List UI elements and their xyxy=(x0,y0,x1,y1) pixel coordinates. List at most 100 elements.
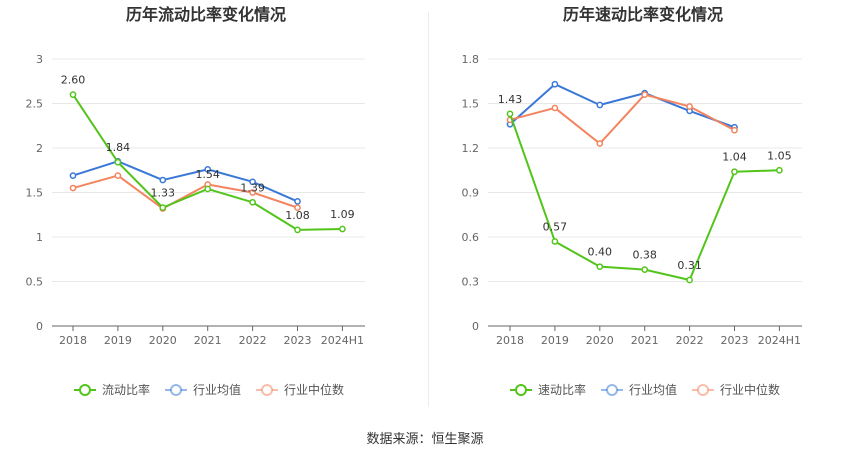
y-tick-label: 1 xyxy=(36,231,43,244)
data-point xyxy=(686,103,693,110)
data-label: 1.08 xyxy=(285,209,310,222)
y-tick-label: 0.3 xyxy=(462,276,480,289)
series-line-2 xyxy=(72,160,298,203)
legend-item-2: 行业均值 xyxy=(165,382,241,397)
legend-marker xyxy=(79,384,91,396)
data-label: 0.38 xyxy=(632,249,657,262)
y-tick-label: 0.5 xyxy=(26,276,44,289)
x-tick-label: 2021 xyxy=(194,334,222,347)
data-point xyxy=(204,166,212,173)
y-tick-label: 1.2 xyxy=(462,142,480,155)
x-tick-label: 2020 xyxy=(149,334,177,347)
data-point xyxy=(641,266,649,273)
legend-label: 行业中位数 xyxy=(284,382,344,397)
data-point xyxy=(596,140,604,147)
legend-item-3: 行业中位数 xyxy=(692,382,780,397)
data-label: 0.57 xyxy=(543,220,568,233)
data-point xyxy=(551,238,559,245)
legend-label: 行业中位数 xyxy=(720,382,780,397)
data-point xyxy=(551,104,559,112)
x-tick-label: 2023 xyxy=(284,334,312,347)
x-tick-label: 2019 xyxy=(104,334,132,347)
data-label: 0.40 xyxy=(588,246,613,259)
data-point xyxy=(731,126,738,134)
chart-title: 历年速动比率变化情况 xyxy=(563,5,723,24)
data-label: 1.33 xyxy=(151,187,176,200)
data-point xyxy=(686,276,693,284)
data-point xyxy=(249,198,256,206)
data-label: 1.84 xyxy=(106,141,131,154)
chart-panel-1: 历年流动比率变化情况 0 0.5 1 1.5 2 2.5 3 2018 2019 2020 2021 2… xyxy=(26,5,365,397)
x-tick-label: 2024H1 xyxy=(321,334,364,347)
data-point xyxy=(294,204,301,211)
data-point xyxy=(776,166,783,174)
legend-label: 流动比率 xyxy=(102,382,150,397)
series-line-2 xyxy=(509,83,735,129)
x-tick-label: 2020 xyxy=(586,334,614,347)
data-point xyxy=(204,185,212,193)
y-tick-label: 2.5 xyxy=(26,98,44,111)
x-tick-label: 2023 xyxy=(721,334,749,347)
data-label: 1.54 xyxy=(195,168,220,181)
data-label: 1.04 xyxy=(722,151,747,164)
x-tick-label: 2021 xyxy=(631,334,659,347)
legend-marker xyxy=(697,384,709,396)
y-tick-label: 0.9 xyxy=(462,187,480,200)
data-point xyxy=(551,80,559,88)
y-tick-label: 1.8 xyxy=(462,53,480,66)
data-point xyxy=(114,172,122,179)
legend-label: 行业均值 xyxy=(193,382,241,397)
data-label: 0.31 xyxy=(677,259,702,272)
legend-marker xyxy=(606,384,618,396)
x-tick-label: 2024H1 xyxy=(758,334,801,347)
series-line-3 xyxy=(509,93,735,145)
data-point xyxy=(114,158,122,166)
data-point xyxy=(731,168,738,176)
data-label: 1.05 xyxy=(767,149,792,162)
data-label: 1.43 xyxy=(498,93,523,106)
legend-marker xyxy=(515,384,527,396)
legend-item-3: 行业中位数 xyxy=(256,382,344,397)
legend-item-1: 速动比率 xyxy=(510,382,586,397)
series-line-3 xyxy=(72,174,298,210)
legend-label: 速动比率 xyxy=(538,382,586,397)
y-tick-label: 1.5 xyxy=(462,98,480,111)
legend-item-1: 流动比率 xyxy=(74,382,150,397)
data-label: 2.60 xyxy=(61,74,86,87)
data-source-note: 数据来源：恒生聚源 xyxy=(366,432,484,447)
x-tick-label: 2022 xyxy=(676,334,704,347)
data-point xyxy=(159,204,167,211)
data-point xyxy=(69,91,77,98)
chart-panel-2: 历年速动比率变化情况 0 0.3 0.6 0.9 1.2 1.5 1.8 2018 2019 202… xyxy=(462,5,802,397)
y-tick-label: 0 xyxy=(472,320,479,333)
data-label: 1.39 xyxy=(240,181,265,194)
data-point xyxy=(596,263,604,271)
data-label: 1.09 xyxy=(330,208,355,221)
data-point xyxy=(69,172,77,179)
chart-title: 历年流动比率变化情况 xyxy=(126,5,286,24)
legend-marker xyxy=(261,384,273,396)
data-point xyxy=(294,198,301,205)
data-point xyxy=(596,101,604,109)
data-point xyxy=(506,110,514,118)
data-point xyxy=(159,176,167,184)
legend-marker xyxy=(170,384,182,396)
panel-divider xyxy=(428,12,429,407)
data-point xyxy=(641,91,649,98)
data-point xyxy=(249,189,256,196)
y-tick-label: 2 xyxy=(36,142,43,155)
x-tick-label: 2022 xyxy=(239,334,267,347)
data-point xyxy=(249,178,256,186)
legend-item-2: 行业均值 xyxy=(601,382,677,397)
y-tick-label: 3 xyxy=(36,53,43,66)
x-tick-label: 2019 xyxy=(541,334,569,347)
x-tick-label: 2018 xyxy=(496,334,524,347)
x-tick-label: 2018 xyxy=(59,334,87,347)
data-point xyxy=(294,226,301,234)
y-tick-label: 0 xyxy=(36,320,43,333)
legend-label: 行业均值 xyxy=(629,382,677,397)
data-point xyxy=(339,225,346,233)
y-tick-label: 0.6 xyxy=(462,231,480,244)
y-tick-label: 1.5 xyxy=(26,187,44,200)
